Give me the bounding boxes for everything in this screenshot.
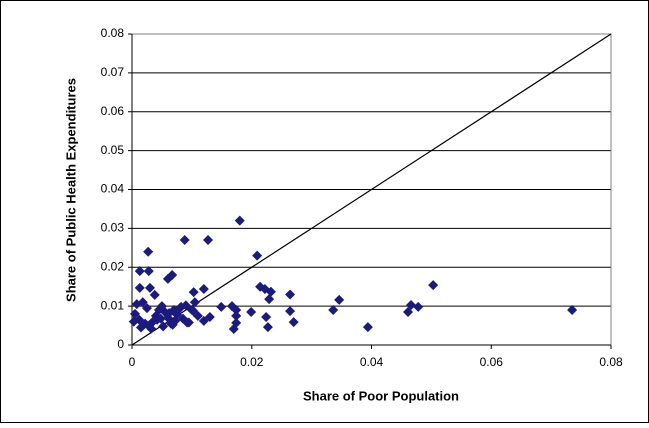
point — [141, 303, 152, 314]
point — [231, 310, 242, 321]
point — [264, 294, 275, 305]
point — [262, 322, 273, 333]
reference-line — [131, 33, 612, 346]
point — [179, 235, 190, 246]
point — [261, 312, 272, 323]
point — [228, 324, 239, 335]
point — [362, 322, 373, 333]
point — [129, 308, 140, 319]
point — [231, 305, 242, 316]
y-tick-label: 0.02 — [101, 259, 125, 273]
y-tick-label: 0.04 — [101, 182, 125, 196]
y-tick-label: 0 — [117, 337, 124, 351]
point — [413, 301, 424, 312]
point — [403, 306, 414, 317]
y-tick-label: 0.07 — [101, 65, 125, 79]
y-tick-label: 0.01 — [101, 298, 125, 312]
point — [188, 305, 199, 316]
point — [188, 287, 199, 298]
y-tick-label: 0.08 — [101, 26, 125, 40]
x-tick-label: 0.06 — [480, 355, 504, 369]
point — [167, 319, 178, 330]
point — [137, 297, 148, 308]
point — [182, 317, 193, 328]
point — [567, 305, 578, 316]
point — [164, 308, 175, 319]
x-axis-label: Share of Poor Population — [303, 388, 459, 403]
point — [128, 316, 139, 327]
y-tick-label: 0.05 — [101, 143, 125, 157]
point — [265, 286, 276, 297]
x-tick-label: 0 — [129, 355, 136, 369]
point — [189, 297, 200, 308]
point — [135, 322, 146, 333]
point — [428, 280, 439, 291]
x-tick-label: 0.02 — [240, 355, 264, 369]
point — [285, 289, 296, 300]
point — [143, 266, 154, 277]
x-tick-label: 0.08 — [599, 355, 623, 369]
point — [234, 215, 245, 226]
point — [134, 282, 145, 293]
point — [162, 273, 173, 284]
y-tick-label: 0.06 — [101, 104, 125, 118]
point — [155, 313, 166, 324]
point — [203, 235, 214, 246]
y-tick-label: 0.03 — [101, 221, 125, 235]
point — [328, 305, 339, 316]
point — [143, 246, 154, 257]
point — [149, 289, 160, 300]
point — [176, 301, 187, 312]
point — [198, 284, 209, 295]
y-axis-label: Share of Public Health Expenditures — [63, 78, 78, 302]
point — [285, 306, 296, 317]
point — [288, 317, 299, 328]
point — [246, 306, 257, 317]
point — [143, 320, 154, 331]
point — [144, 282, 155, 293]
point — [216, 301, 227, 312]
point — [134, 266, 145, 277]
point — [158, 321, 169, 332]
x-tick-label: 0.04 — [360, 355, 384, 369]
point — [252, 250, 263, 261]
point — [334, 294, 345, 305]
point — [198, 315, 209, 326]
